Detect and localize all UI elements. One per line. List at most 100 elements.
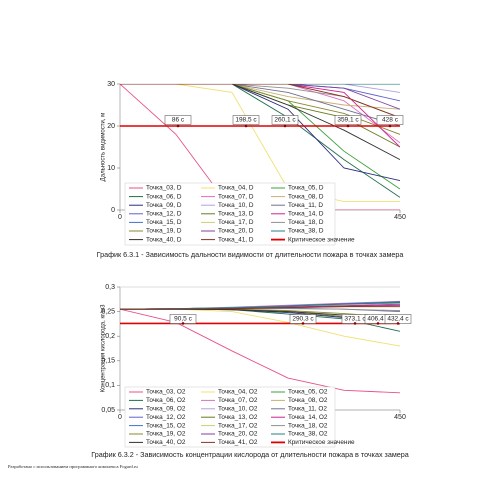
series-line [120, 84, 400, 190]
series-line [120, 84, 400, 144]
x-tick-label: 450 [394, 414, 406, 421]
legend-label: Точка_04, O2 [218, 389, 258, 396]
series-line [120, 308, 400, 394]
annotation: 90,5 с [174, 316, 192, 323]
y-axis-label: Концентрация кислорода, кг/м3 [101, 304, 107, 392]
legend-label: Точка_08, O2 [288, 397, 328, 404]
legend-label: Точка_20, O2 [218, 431, 258, 438]
footer: Разработано с использованием программног… [8, 464, 138, 469]
legend-label: Точка_03, O2 [146, 389, 186, 396]
caption: График 6.3.2 - Зависимость концентрации … [91, 450, 409, 459]
x-tick-label: 450 [394, 214, 406, 221]
legend-label: Точка_41, D [218, 236, 254, 243]
legend-label: Точка_10, D [218, 202, 254, 209]
legend-label: Точка_20, D [218, 228, 254, 235]
annotation-box [376, 115, 404, 125]
annotation-dot [346, 124, 350, 128]
legend-label: Точка_18, D [288, 219, 324, 226]
series-line [120, 84, 400, 119]
legend-label: Точка_17, D [218, 219, 254, 226]
legend-label: Критическое значение [288, 439, 355, 446]
series-line [120, 84, 400, 110]
annotation-dot [181, 322, 185, 325]
legend-label: Точка_14, D [288, 210, 324, 217]
legend-label: Точка_12, O2 [146, 414, 186, 421]
series-line [120, 84, 400, 127]
legend-label: Точка_13, O2 [218, 414, 258, 421]
annotation: 428 с [382, 117, 399, 124]
y-tick-label: 0,1 [105, 382, 115, 389]
series-line [120, 306, 400, 310]
y-tick-label: 10 [107, 165, 115, 172]
legend-label: Точка_40, D [146, 236, 182, 243]
y-axis-label: Дальность видимости, м [101, 113, 107, 182]
legend-label: Точка_12, D [146, 210, 182, 217]
annotation: 359,1 с [337, 117, 359, 124]
y-tick-label: 20 [107, 123, 115, 130]
y-tick-label: 0,2 [105, 333, 115, 340]
annotation-dot [376, 322, 380, 325]
x-tick-label: 0 [118, 414, 122, 421]
legend-label: Точка_10, O2 [218, 405, 258, 412]
annotation: 260,1 с [274, 117, 296, 124]
legend-label: Точка_05, D [288, 185, 324, 192]
y-tick-label: 0,05 [101, 407, 115, 414]
legend-label: Точка_06, D [146, 193, 182, 200]
legend-label: Точка_09, O2 [146, 405, 186, 412]
annotation: 198,5 с [235, 117, 257, 124]
y-tick-label: 0,25 [101, 308, 115, 315]
y-tick-label: 30 [107, 81, 115, 88]
annotation-box [334, 115, 362, 125]
x-tick-label: 0 [118, 214, 122, 221]
series-line [120, 84, 400, 93]
series-line [120, 84, 400, 198]
legend-label: Точка_11, D [288, 202, 323, 209]
annotation-dot [244, 124, 248, 128]
legend-label: Точка_18, O2 [288, 422, 328, 429]
annotation-box [164, 115, 192, 125]
annotation-dot [396, 322, 400, 325]
annotation: 432,4 с [387, 316, 409, 323]
series-line [120, 84, 400, 182]
series-line [120, 84, 400, 203]
legend-label: Точка_41, O2 [218, 439, 258, 446]
annotation: 86 с [172, 117, 185, 124]
annotation-dot [388, 124, 392, 128]
y-tick-label: 0,3 [105, 284, 115, 291]
annotation-box [271, 115, 299, 125]
series-line [120, 84, 400, 102]
legend-label: Точка_07, O2 [218, 397, 258, 404]
legend-label: Точка_13, D [218, 210, 254, 217]
annotation-dot [353, 322, 357, 325]
legend-box [124, 182, 336, 246]
legend-label: Точка_19, D [146, 228, 182, 235]
legend-label: Точка_11, O2 [288, 405, 327, 412]
legend-label: Точка_07, D [218, 193, 254, 200]
legend-label: Точка_40, O2 [146, 439, 186, 446]
legend-label: Точка_15, D [146, 219, 182, 226]
legend-label: Точка_08, D [288, 193, 324, 200]
legend-label: Критическое значение [288, 236, 355, 243]
y-tick-label: 0 [111, 207, 115, 214]
annotation: 373,1 с [344, 316, 366, 323]
annotation: 290,3 с [292, 316, 314, 323]
caption: График 6.3.1 - Зависимость дальности вид… [97, 250, 404, 259]
legend-label: Точка_14, O2 [288, 414, 328, 421]
annotation: 406,4 с [367, 316, 389, 323]
legend-label: Точка_38, O2 [288, 431, 328, 438]
legend-label: Точка_19, O2 [146, 431, 186, 438]
legend-label: Точка_15, O2 [146, 422, 186, 429]
legend-label: Точка_05, O2 [288, 389, 328, 396]
legend-label: Точка_17, O2 [218, 422, 258, 429]
legend-label: Точка_03, D [146, 185, 182, 192]
legend-label: Точка_04, D [218, 185, 254, 192]
annotation-box [232, 115, 260, 125]
annotation-dot [283, 124, 287, 128]
series-line [120, 84, 400, 160]
legend-label: Точка_06, O2 [146, 397, 186, 404]
legend-label: Точка_38, D [288, 228, 324, 235]
series-line [120, 84, 400, 148]
annotation-dot [176, 124, 180, 128]
legend-box [124, 386, 336, 448]
